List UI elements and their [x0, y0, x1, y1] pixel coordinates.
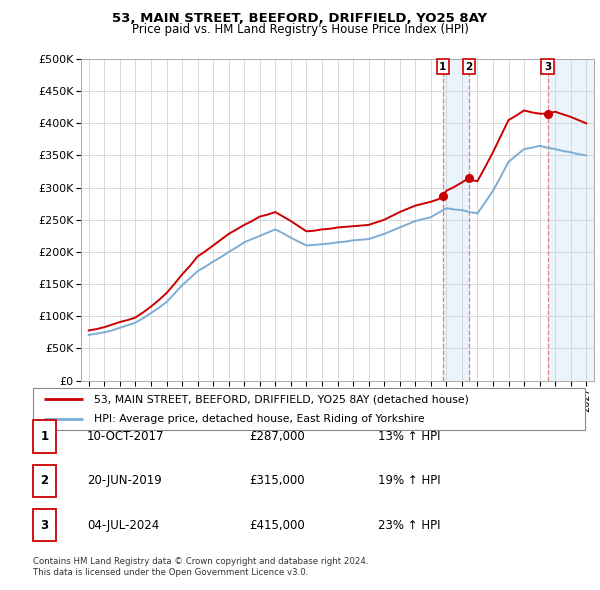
Text: 10-OCT-2017: 10-OCT-2017: [87, 430, 164, 443]
Text: This data is licensed under the Open Government Licence v3.0.: This data is licensed under the Open Gov…: [33, 568, 308, 577]
Text: 2: 2: [466, 62, 473, 72]
FancyBboxPatch shape: [33, 388, 585, 430]
Bar: [548, 59, 600, 381]
Text: 04-JUL-2024: 04-JUL-2024: [87, 519, 159, 532]
Text: 20-JUN-2019: 20-JUN-2019: [87, 474, 162, 487]
Text: £415,000: £415,000: [249, 519, 305, 532]
Text: £287,000: £287,000: [249, 430, 305, 443]
Text: HPI: Average price, detached house, East Riding of Yorkshire: HPI: Average price, detached house, East…: [94, 414, 424, 424]
Text: 53, MAIN STREET, BEEFORD, DRIFFIELD, YO25 8AY (detached house): 53, MAIN STREET, BEEFORD, DRIFFIELD, YO2…: [94, 394, 469, 404]
Text: Contains HM Land Registry data © Crown copyright and database right 2024.: Contains HM Land Registry data © Crown c…: [33, 557, 368, 566]
Text: 23% ↑ HPI: 23% ↑ HPI: [378, 519, 440, 532]
Text: 2: 2: [40, 474, 49, 487]
Text: 3: 3: [40, 519, 49, 532]
Bar: [443, 59, 469, 381]
Text: Price paid vs. HM Land Registry's House Price Index (HPI): Price paid vs. HM Land Registry's House …: [131, 23, 469, 36]
Text: 13% ↑ HPI: 13% ↑ HPI: [378, 430, 440, 443]
Text: 53, MAIN STREET, BEEFORD, DRIFFIELD, YO25 8AY: 53, MAIN STREET, BEEFORD, DRIFFIELD, YO2…: [112, 12, 488, 25]
Text: £315,000: £315,000: [249, 474, 305, 487]
Text: 1: 1: [439, 62, 446, 72]
Text: 3: 3: [544, 62, 551, 72]
Text: 19% ↑ HPI: 19% ↑ HPI: [378, 474, 440, 487]
Text: 1: 1: [40, 430, 49, 443]
